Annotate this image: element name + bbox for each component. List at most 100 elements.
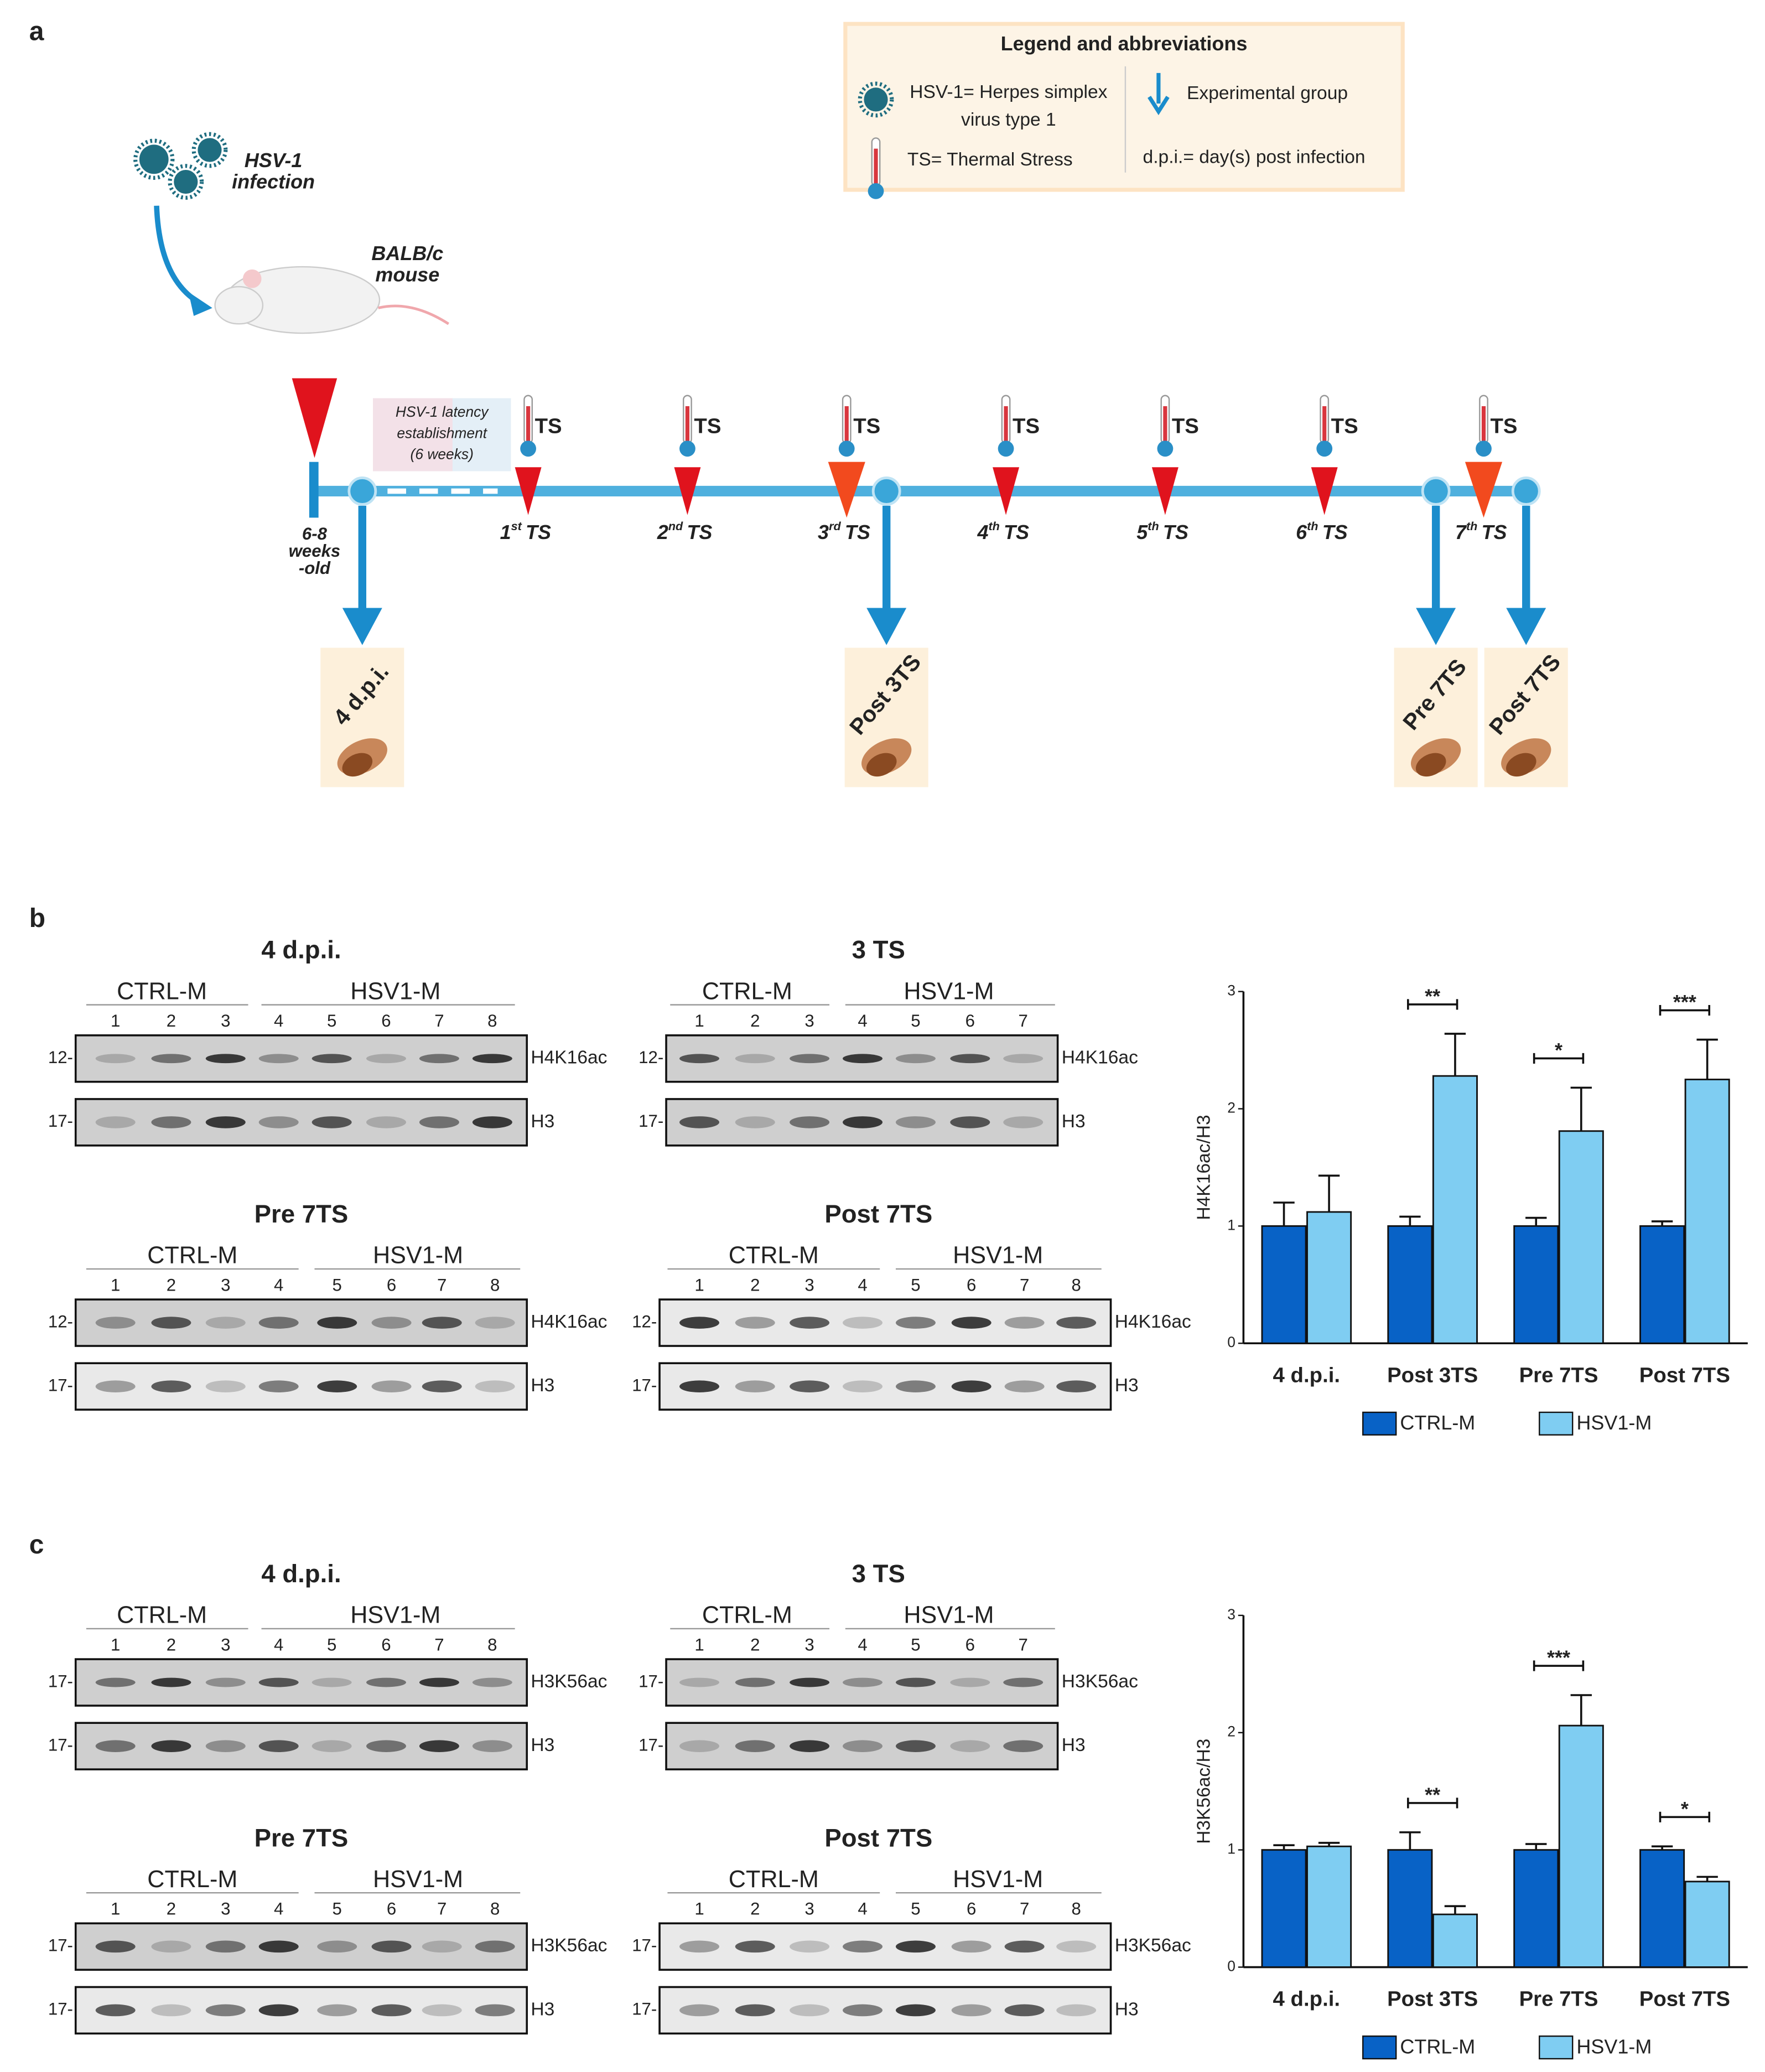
band [151,1380,191,1392]
x-tick-label: Post 7TS [1639,1363,1730,1387]
blot-title: 3 TS [852,936,905,964]
band-label: H3 [531,1111,554,1132]
band [95,1940,136,1953]
lane-number: 5 [333,1275,342,1294]
band [95,1054,136,1064]
band-label: H3 [531,1735,554,1755]
thermometer [1163,406,1167,444]
size-marker: 17- [48,1671,73,1691]
band [205,1054,246,1064]
band [151,2004,191,2017]
ts-ordinal-num: 3 [818,521,829,543]
virus-icon [168,164,204,200]
y-axis-label: H3K56ac/H3 [1194,1739,1214,1844]
band [895,1116,936,1128]
lane-number: 2 [750,1899,760,1919]
y-tick-label: 3 [1227,1606,1235,1623]
band [735,1740,775,1752]
lane-number: 3 [804,1635,814,1654]
x-tick-label: Pre 7TS [1519,1363,1598,1387]
sample-arrow [1416,608,1456,645]
band-label: H4K16ac [1115,1312,1191,1332]
latency-label: establishment [397,424,487,441]
blot-group: HSV1-M [350,1602,440,1629]
band [951,2004,991,2017]
sample-arrow [866,608,907,645]
significance-bracket [1406,999,1458,1010]
lane-number: 1 [111,1275,120,1294]
significance-label: *** [1673,991,1696,1013]
band [790,1740,830,1752]
band [95,1116,136,1128]
lane-number: 2 [750,1275,760,1294]
size-marker: 17- [638,1111,663,1131]
size-marker: 12- [48,1312,73,1331]
band-label: H3 [1062,1111,1086,1132]
band-label: H3 [1115,1999,1139,2019]
band [950,1677,990,1687]
lane-number: 1 [694,1011,704,1030]
sample-point [1511,476,1541,506]
ts-ordinal-sup: th [1307,519,1318,533]
blot-group: CTRL-M [702,978,792,1004]
size-marker: 17- [48,2000,73,2019]
lane-number: 4 [274,1275,283,1294]
ts-ordinal-num: 1 [500,521,511,543]
band [472,1677,512,1687]
bar [1261,1225,1307,1344]
ts-ordinal: 4th TS [977,519,1029,543]
ts-event [674,467,701,515]
blot-title: 4 d.p.i. [261,1560,341,1588]
legend-text: d.p.i.= day(s) post infection [1143,147,1366,167]
bar [1639,1849,1685,1968]
significance-bracket [1659,1004,1711,1016]
sample-point [871,476,901,506]
blot-title: Pre 7TS [255,1200,349,1228]
blot-group: CTRL-M [117,1602,207,1629]
band [258,2004,299,2017]
lane-number: 8 [1072,1899,1081,1919]
lane-number: 8 [487,1011,497,1030]
band [258,1677,299,1687]
size-marker: 17- [632,1375,657,1395]
band [205,2004,246,2017]
lane-number: 5 [327,1011,336,1030]
band [843,2004,882,2017]
band [366,1677,406,1687]
lane-number: 8 [1072,1275,1081,1294]
band-label: H3K56ac [1062,1671,1138,1692]
band [151,1116,191,1128]
blot-box [74,1986,528,2035]
band [151,1940,191,1953]
legend-swatch [1362,2035,1397,2060]
blot-group: HSV1-M [953,1866,1043,1893]
ts-ordinal: 2nd TS [657,519,713,543]
legend-label: HSV1-M [1576,1411,1652,1434]
blot-group: CTRL-M [729,1866,819,1893]
lane-number: 3 [804,1275,814,1294]
x-tick-label: Pre 7TS [1519,1987,1598,2011]
blot-group: CTRL-M [729,1242,819,1269]
legend-label: CTRL-M [1400,1411,1475,1434]
legend-label: CTRL-M [1400,2035,1475,2058]
band-label: H3K56ac [531,1935,607,1956]
mouse [214,286,264,325]
lane-number: 5 [911,1011,920,1030]
virus-icon [139,144,169,174]
band [735,1940,775,1953]
band [843,1116,882,1128]
lane-number: 3 [221,1635,230,1654]
x-tick-label: Post 3TS [1387,1987,1478,2011]
legend-swatch [1539,2035,1574,2060]
lane-number: 7 [1019,1635,1028,1654]
y-tick-label: 2 [1227,1723,1235,1740]
thermometer [1004,406,1008,444]
mouse [242,269,262,288]
band [151,1677,191,1687]
thermometer [838,441,855,457]
blot-box [665,1034,1059,1083]
thermometer [1157,441,1174,457]
size-marker: 17- [632,2000,657,2019]
ts-ordinal-num: 4 [977,521,988,543]
